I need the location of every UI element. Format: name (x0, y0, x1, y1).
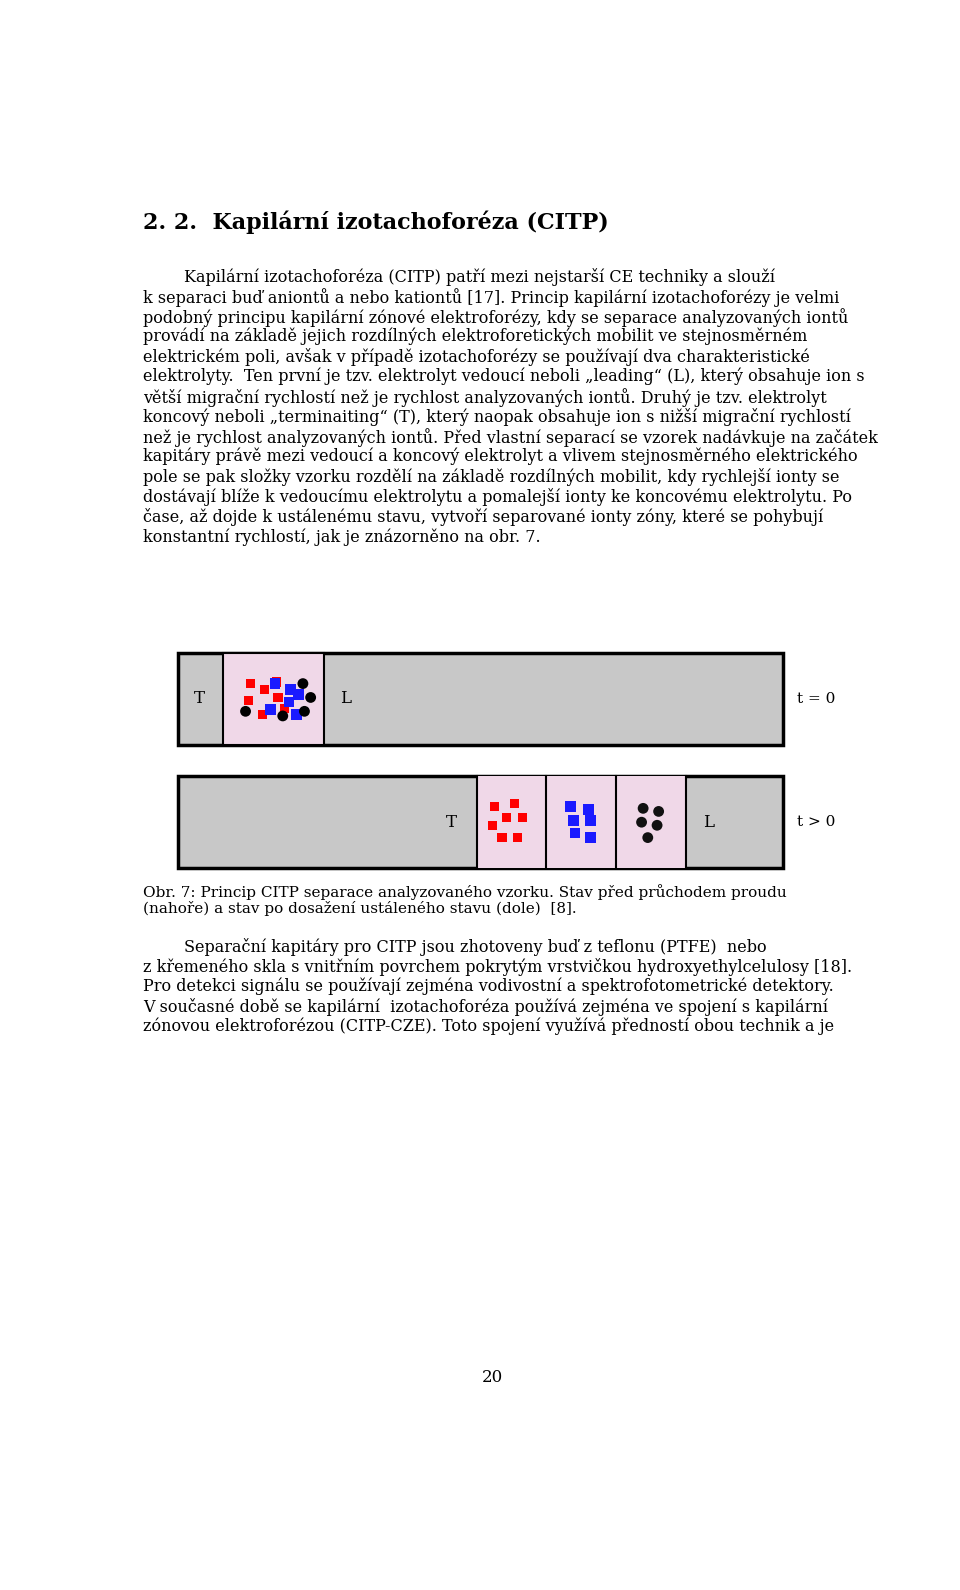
Bar (584, 805, 594, 816)
Bar (585, 832, 596, 843)
Text: koncový neboli „terminaiting“ (T), který naopak obsahuje ion s nižší migrační ry: koncový neboli „terminaiting“ (T), který… (143, 409, 852, 426)
Bar (272, 677, 281, 687)
Bar (274, 693, 283, 703)
Text: 2. 2.  Kapilární izotachoforéza (CITP): 2. 2. Kapilární izotachoforéza (CITP) (143, 210, 609, 234)
Text: Separační kapitáry pro CITP jsou zhotoveny buď z teflonu (PTFE)  nebo: Separační kapitáry pro CITP jsou zhotove… (143, 938, 767, 956)
Text: než je rychlost analyzovaných iontů. Před vlastní separací se vzorek nadávkuje n: než je rychlost analyzovaných iontů. Pře… (143, 428, 878, 447)
Circle shape (240, 706, 251, 717)
Text: Pro detekci signálu se používají zejména vodivostní a spektrofotometrické detekt: Pro detekci signálu se používají zejména… (143, 978, 834, 995)
Circle shape (653, 806, 664, 817)
Bar (259, 685, 269, 695)
Text: kapitáry právě mezi vedoucí a koncový elektrolyt a vlivem stejnosměrného elektri: kapitáry právě mezi vedoucí a koncový el… (143, 448, 858, 466)
Bar (293, 688, 303, 700)
Bar (285, 684, 296, 695)
Text: L: L (704, 814, 714, 830)
Text: Kapilární izotachoforéza (CITP) patří mezi nejstarší CE techniky a slouží: Kapilární izotachoforéza (CITP) patří me… (143, 267, 776, 286)
Bar (179, 653, 782, 746)
Circle shape (277, 711, 288, 722)
Circle shape (305, 692, 316, 703)
Circle shape (299, 706, 310, 717)
Text: (nahoře) a stav po dosažení ustáleného stavu (dole)  [8].: (nahoře) a stav po dosažení ustáleného s… (143, 902, 577, 916)
Bar (497, 833, 507, 843)
Text: 20: 20 (481, 1369, 503, 1386)
Text: V současné době se kapilární  izotachoforéza používá zejména ve spojení s kapilá: V současné době se kapilární izotachofor… (143, 999, 828, 1016)
Bar (517, 812, 527, 822)
Bar (569, 827, 581, 838)
Text: elektrolyty.  Ten první je tzv. elektrolyt vedoucí neboli „leading“ (L), který o: elektrolyty. Ten první je tzv. elektroly… (143, 367, 865, 385)
Circle shape (652, 820, 662, 830)
Text: elektrickém poli, avšak v případě izotachoforézy se používají dva charakteristic: elektrickém poli, avšak v případě izotac… (143, 348, 810, 366)
Text: L: L (340, 690, 351, 708)
Bar (179, 776, 782, 868)
Bar (502, 812, 512, 822)
Bar (585, 816, 596, 827)
Bar (246, 679, 254, 688)
Circle shape (636, 817, 647, 827)
Text: zónovou elektroforézou (CITP-CZE). Toto spojení využívá předností obou technik a: zónovou elektroforézou (CITP-CZE). Toto … (143, 1018, 834, 1035)
Bar (265, 704, 276, 716)
Text: T: T (446, 814, 457, 830)
Circle shape (642, 832, 653, 843)
Bar (291, 709, 302, 720)
Text: Obr. 7: Princip CITP separace analyzovaného vzorku. Stav před průchodem proudu: Obr. 7: Princip CITP separace analyzovan… (143, 884, 787, 900)
Bar (488, 820, 497, 830)
Bar (568, 816, 579, 827)
Text: konstantní rychlostí, jak je znázorněno na obr. 7.: konstantní rychlostí, jak je znázorněno … (143, 528, 540, 545)
Text: větší migrační rychlostí než je rychlost analyzovaných iontů. Druhý je tzv. elek: větší migrační rychlostí než je rychlost… (143, 388, 827, 407)
Text: čase, až dojde k ustálenému stavu, vytvoří separované ionty zóny, které se pohyb: čase, až dojde k ustálenému stavu, vytvo… (143, 509, 824, 526)
Text: z křemeného skla s vnitřním povrchem pokrytým vrstvičkou hydroxyethylcelulosy [1: z křemeného skla s vnitřním povrchem pok… (143, 957, 852, 976)
Bar (244, 696, 253, 704)
Text: t = 0: t = 0 (797, 692, 835, 706)
Bar (510, 800, 519, 808)
Bar (476, 776, 685, 868)
Bar (270, 679, 280, 688)
Bar (564, 801, 576, 812)
Circle shape (298, 679, 308, 688)
Text: dostávají blíže k vedoucímu elektrolytu a pomalejší ionty ke koncovému elektroly: dostávají blíže k vedoucímu elektrolytu … (143, 488, 852, 506)
Bar (513, 833, 522, 843)
Text: k separaci buď aniontů a nebo kationtů [17]. Princip kapilární izotachoforézy je: k separaci buď aniontů a nebo kationtů [… (143, 288, 840, 307)
Bar (490, 803, 499, 811)
Bar (223, 653, 324, 746)
Text: provádí na základě jejich rozdílných elektroforetických mobilit ve stejnosměrném: provádí na základě jejich rozdílných ele… (143, 328, 807, 345)
Bar (258, 709, 267, 719)
Text: t > 0: t > 0 (797, 816, 835, 830)
Bar (279, 704, 289, 712)
Text: pole se pak složky vzorku rozdělí na základě rozdílných mobilit, kdy rychlejší i: pole se pak složky vzorku rozdělí na zák… (143, 467, 840, 487)
Bar (283, 696, 295, 708)
Text: T: T (194, 690, 205, 708)
Circle shape (637, 803, 649, 814)
Text: podobný principu kapilární zónové elektroforézy, kdy se separace analyzovaných i: podobný principu kapilární zónové elektr… (143, 308, 849, 328)
